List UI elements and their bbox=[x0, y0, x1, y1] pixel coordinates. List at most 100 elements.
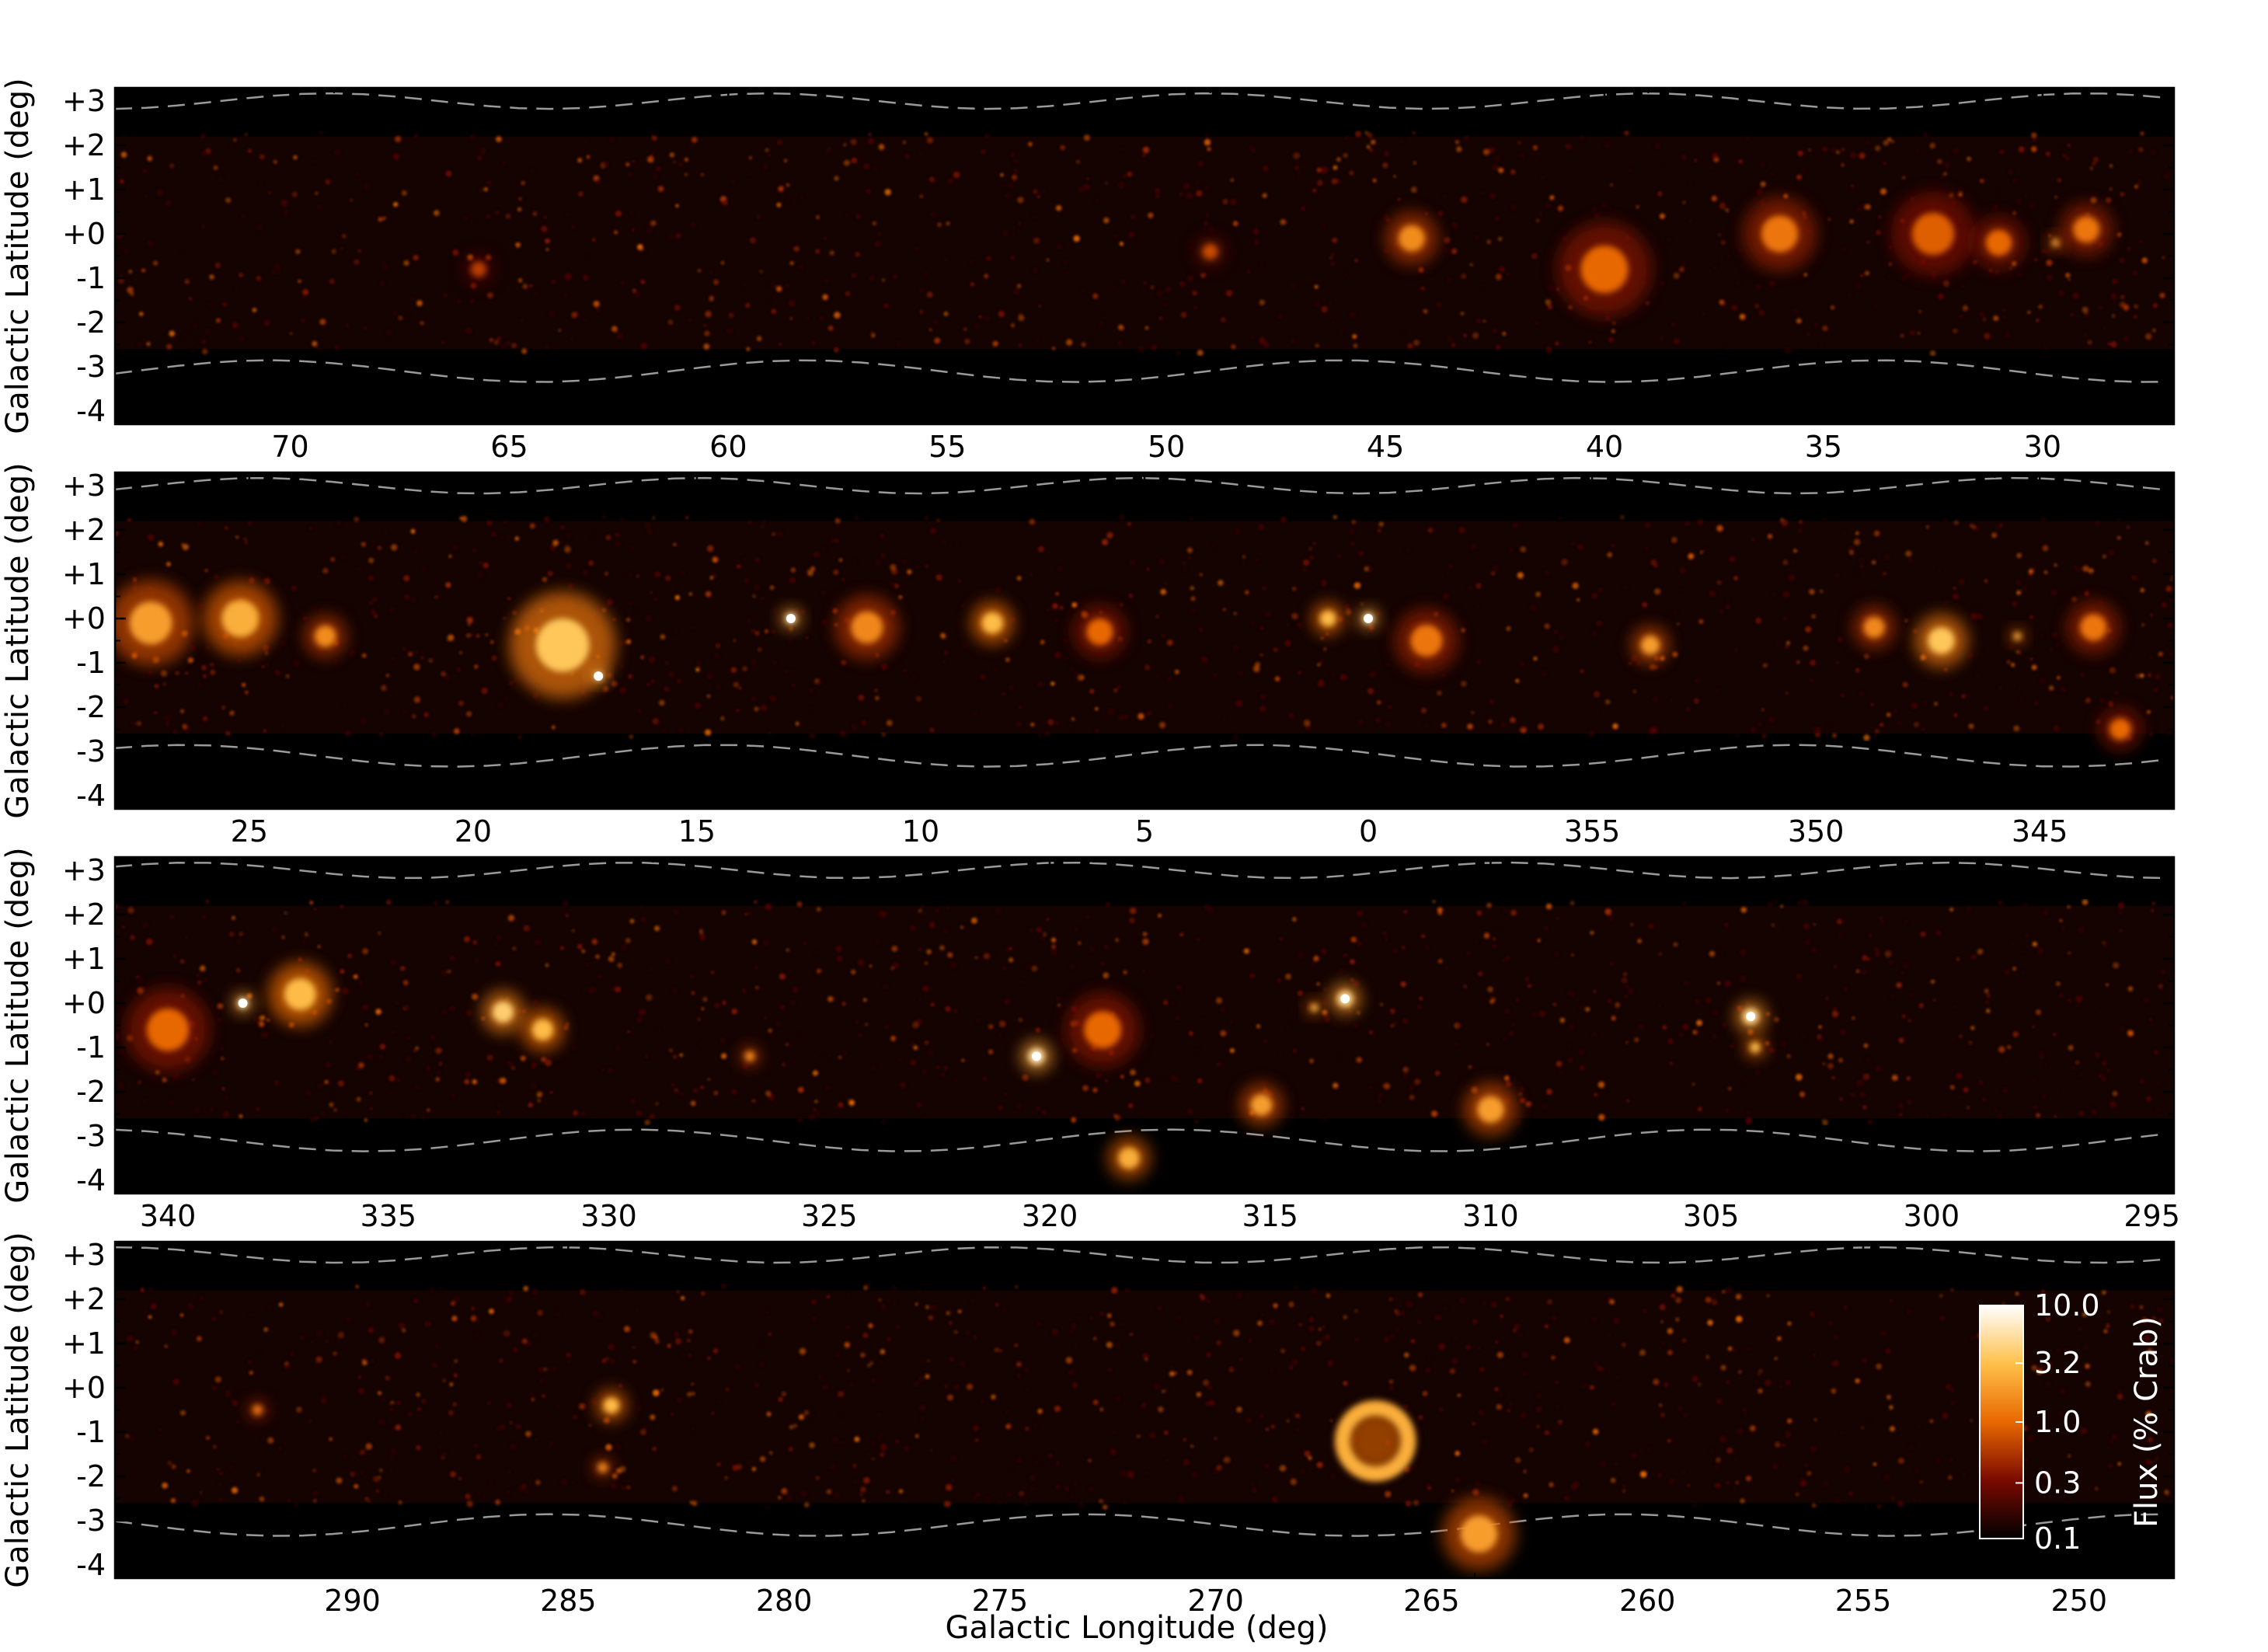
x-tick-label: 20 bbox=[455, 814, 492, 849]
x-tick-label: 355 bbox=[1564, 814, 1621, 849]
y-tick-label: -4 bbox=[76, 1163, 106, 1197]
x-axis-title: Galactic Longitude (deg) bbox=[946, 1610, 1329, 1646]
survey-boundary bbox=[115, 92, 2167, 383]
source-2-13 bbox=[1631, 626, 1670, 664]
x-tick-label: 65 bbox=[490, 430, 528, 464]
y-tick-label: -3 bbox=[76, 734, 106, 768]
source-4-2 bbox=[595, 1389, 628, 1422]
y-tick-label: -1 bbox=[76, 261, 106, 295]
source-1-3 bbox=[1742, 197, 1817, 271]
source-2-5 bbox=[590, 667, 607, 685]
y-tick-label: +0 bbox=[62, 601, 106, 636]
source-3-10 bbox=[1240, 1083, 1283, 1127]
x-tick-label: 335 bbox=[361, 1199, 417, 1233]
colorbar: 10.0 3.2 1.0 0.3 0.1 Flux (% Crab) bbox=[1979, 1288, 2165, 1556]
y-tick-label: -1 bbox=[76, 1030, 106, 1065]
x-tick-label: 60 bbox=[709, 430, 747, 464]
x-tick-label: 45 bbox=[1367, 430, 1404, 464]
x-tick-label: 290 bbox=[324, 1584, 381, 1618]
colorbar-tick-label: 0.1 bbox=[2034, 1521, 2081, 1556]
panel-2: +3 +2 +1 +0 -1 -2 -3 -4 25 20 15 10 5 0 355 350 345 Galac… bbox=[0, 462, 2176, 849]
x-tick-label: 40 bbox=[1586, 430, 1623, 464]
x-tick-label: 340 bbox=[140, 1199, 197, 1233]
source-2-10 bbox=[1312, 602, 1344, 635]
source-3-3 bbox=[268, 962, 333, 1026]
x-tick-label: 55 bbox=[928, 430, 966, 464]
source-3-1 bbox=[125, 987, 211, 1072]
source-2-12 bbox=[1394, 608, 1459, 673]
source-1-4 bbox=[1890, 191, 1976, 277]
source-2-14 bbox=[1852, 605, 1896, 649]
x-tick-label: 15 bbox=[678, 814, 716, 849]
source-2-18 bbox=[2099, 707, 2142, 751]
source-1-9 bbox=[462, 253, 495, 285]
source-3-15 bbox=[1744, 1037, 1766, 1058]
x-tick-label: 295 bbox=[2123, 1199, 2180, 1233]
y-tick-label: -3 bbox=[76, 1119, 106, 1153]
source-2-2 bbox=[203, 580, 278, 657]
source-3-9 bbox=[1107, 1137, 1151, 1180]
source-2-1 bbox=[115, 580, 194, 666]
y-tick-label: +3 bbox=[62, 853, 106, 887]
source-4-1 bbox=[246, 1399, 268, 1421]
x-tick-label: 325 bbox=[801, 1199, 858, 1233]
x-tick-label: 350 bbox=[1788, 814, 1845, 849]
x-tick-label: 315 bbox=[1242, 1199, 1298, 1233]
y-tick-label: -3 bbox=[76, 350, 106, 384]
panels: +3+2+1+0-1-2-3-470 65 60 55 50 45 40 35 30Galact… bbox=[0, 78, 2180, 1618]
y-tick-label: +1 bbox=[62, 173, 106, 207]
x-tick-label: 275 bbox=[972, 1584, 1029, 1618]
y-tick-label: +1 bbox=[62, 942, 106, 976]
noise-texture bbox=[115, 1283, 2174, 1511]
source-2-17 bbox=[2066, 601, 2120, 654]
x-tick-label: 330 bbox=[580, 1199, 637, 1233]
x-tick-label: 300 bbox=[1904, 1199, 1960, 1233]
x-tick-label: 255 bbox=[1835, 1584, 1892, 1618]
x-tick-label: 35 bbox=[1805, 430, 1842, 464]
colorbar-tick-label: 0.3 bbox=[2034, 1466, 2081, 1500]
source-1-6 bbox=[2047, 235, 2064, 251]
noise-texture bbox=[115, 899, 2166, 1126]
x-tick-label: 50 bbox=[1148, 430, 1185, 464]
x-tick-label: 5 bbox=[1135, 814, 1154, 849]
source-2-8 bbox=[970, 601, 1014, 645]
source-2-11 bbox=[1357, 608, 1379, 629]
survey-boundary bbox=[115, 1246, 2167, 1537]
x-tick-label: 345 bbox=[2012, 814, 2068, 849]
colorbar-tick-label: 1.0 bbox=[2034, 1405, 2081, 1439]
y-axis-title: Galactic Latitude (deg) bbox=[0, 847, 36, 1204]
panel-3: +3 +2 +1 +0 -1 -2 -3 -4 340 335 330 325 320 315 310 305… bbox=[0, 847, 2180, 1233]
y-tick-label: -2 bbox=[76, 1075, 106, 1109]
y-tick-label: -4 bbox=[76, 1548, 106, 1582]
source-4-3 bbox=[592, 1457, 614, 1479]
source-4-4 bbox=[1335, 1400, 1416, 1482]
colorbar-tick-label: 10.0 bbox=[2034, 1288, 2100, 1323]
y-tick-label: -2 bbox=[76, 1459, 106, 1493]
source-2-9 bbox=[1073, 605, 1127, 659]
source-3-6 bbox=[739, 1045, 761, 1068]
colorbar-title: Flux (% Crab) bbox=[2129, 1316, 2165, 1528]
source-2-3 bbox=[304, 615, 347, 658]
source-1-5 bbox=[1972, 216, 2026, 270]
y-tick-label: -4 bbox=[76, 779, 106, 813]
source-2-15 bbox=[1914, 614, 1968, 667]
y-tick-label: -4 bbox=[76, 394, 106, 428]
x-tick-label: 310 bbox=[1462, 1199, 1519, 1233]
y-tick-label: +3 bbox=[62, 469, 106, 503]
y-tick-label: -1 bbox=[76, 1415, 106, 1449]
y-tick-label: +2 bbox=[62, 897, 106, 932]
survey-footprint bbox=[115, 136, 2174, 350]
y-tick-label: -3 bbox=[76, 1504, 106, 1538]
source-3-11 bbox=[1329, 982, 1361, 1015]
x-tick-label: 320 bbox=[1022, 1199, 1078, 1233]
source-3-5 bbox=[521, 1008, 564, 1051]
source-3-2 bbox=[232, 992, 254, 1014]
source-4-5 bbox=[1442, 1497, 1516, 1571]
source-3-12 bbox=[1306, 999, 1322, 1016]
source-3-14 bbox=[1734, 1000, 1767, 1033]
x-tick-label: 250 bbox=[2051, 1584, 2108, 1618]
y-tick-label: +2 bbox=[62, 513, 106, 547]
x-tick-label: 25 bbox=[231, 814, 268, 849]
y-tick-label: +0 bbox=[62, 217, 106, 251]
survey-footprint bbox=[115, 905, 2174, 1119]
